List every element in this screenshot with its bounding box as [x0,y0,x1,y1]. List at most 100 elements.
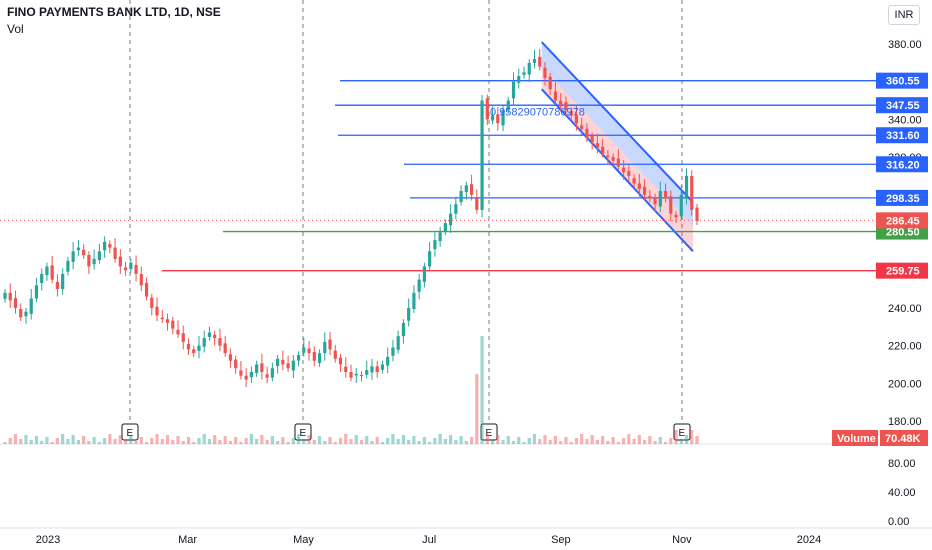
volume-bar [19,439,23,444]
candle-body [13,298,18,308]
volume-bar [260,435,264,444]
candle-body [97,251,101,261]
candle-body [511,81,516,99]
price-tick-label: 340.00 [888,114,922,126]
volume-bar [642,440,647,444]
chart-title: FINO PAYMENTS BANK LTD, 1D, NSE [7,5,221,19]
volume-bar [265,440,269,444]
volume-bar [611,437,615,444]
candle-body [391,347,395,356]
volume-bar [543,435,547,444]
candle-body [103,241,107,251]
volume-bar [349,439,353,444]
candle-body [559,100,563,105]
svg-text:E: E [300,428,307,439]
price-tick-label: 200.00 [888,378,922,390]
candle-body [239,370,243,376]
level-badge [876,97,928,114]
candle-body [569,111,573,116]
volume-bar [632,439,636,444]
volume-bar [433,438,437,444]
volume-bar [113,439,117,444]
volume-bar [391,434,395,444]
candle-body [674,214,678,218]
volume-bar [76,440,80,444]
candle-body [637,183,641,190]
volume-bar [401,435,406,444]
candle-body [396,336,400,350]
volume-bar [13,434,18,444]
candle-body [150,297,154,308]
volume-bar [475,374,479,444]
volume-bar [595,440,599,444]
candle-body [443,223,447,232]
candle-body [338,357,343,365]
candle-body [202,338,206,347]
candle-body [312,352,316,361]
candle-body [260,363,264,372]
volume-bar [171,440,175,444]
candle-body [506,100,510,110]
volume-bar [480,336,484,444]
volume-bar [71,435,75,444]
candle-body [296,355,301,361]
candle-body [144,283,149,297]
channel-annotation: 0.95829070786978 [490,107,585,119]
candle-body [3,292,7,299]
candle-body [344,366,348,372]
candle-body [176,329,180,335]
volume-bar [144,442,149,444]
volume-bar [118,435,122,444]
volume-bar [548,440,552,444]
candle-body [8,292,12,301]
volume-bar [469,437,474,444]
candle-body [333,350,337,359]
volume-bar [370,441,374,444]
volume-bar [181,441,185,444]
price-tick-label: 240.00 [888,303,922,315]
volume-bar [228,441,233,444]
volume-bar [532,434,537,444]
volume-bar [276,441,280,444]
level-badge-label: 347.55 [886,100,920,112]
channel-upper-fill [541,42,693,227]
candle-body [82,249,86,256]
candle-body [265,374,269,378]
level-badge-label: 259.75 [886,266,920,278]
price-tick-label: 380.00 [888,39,922,51]
x-tick-label: Sep [551,534,571,546]
volume-bar [449,435,453,444]
volume-bar [438,434,442,444]
volume-bar [302,439,306,444]
volume-bar [580,434,584,444]
candle-body [679,194,683,217]
currency-button[interactable]: INR [888,5,920,25]
volume-bar [160,439,164,444]
volume-bar [61,434,65,444]
volume-bar [281,437,285,444]
volume-bar [501,440,505,444]
last-price-label: 286.45 [886,215,920,227]
candle-body [401,322,406,337]
volume-bar [207,439,212,444]
volume-bar [663,442,668,444]
candle-body [181,333,185,342]
x-tick-label: 2024 [797,534,821,546]
volume-bar [428,442,432,444]
level-badge [876,156,928,173]
volume-bar [97,442,101,444]
candle-body [684,175,689,198]
candle-body [564,102,568,110]
candle-body [616,158,620,167]
candle-body [422,266,426,282]
candle-body [317,353,322,363]
candle-body [134,264,138,274]
volume-bar [407,440,411,444]
volume-bar [637,435,641,444]
candle-body [433,240,437,250]
volume-bar [412,436,416,444]
candle-body [532,59,537,63]
volume-bar [485,434,489,444]
candle-body [171,320,175,329]
